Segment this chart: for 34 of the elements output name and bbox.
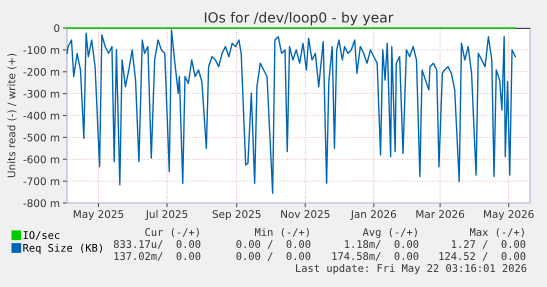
x-tick-label: Jul 2025 [145,210,188,220]
y-tick-label: -600 m [23,155,60,164]
legend-label: Req Size (KB) [23,244,102,254]
y-tick-label: -100 m [23,46,60,54]
text: Max (-/+) [470,228,524,238]
text: Last update: Fri May 22 03:16:01 2026 [296,264,526,274]
x-tick-label: Nov 2025 [281,210,330,218]
legend-label: IO/sec [24,231,60,240]
text: Avg (-/+) [362,228,417,238]
x-tick-label: May 2025 [74,210,124,220]
y-tick-label: -200 m [23,68,60,76]
line-series [66,29,516,194]
x-tick-label: Jan 2026 [350,210,396,220]
y-tick-label: -500 m [23,134,60,142]
text: 137.02m/ 0.00 [114,252,200,261]
text: 124.52 / 0.00 [439,252,526,261]
x-tick-label: Sep 2025 [212,210,261,220]
text: Min (-/+) [254,228,309,238]
text: 833.17u/ 0.00 [114,240,200,249]
y-tick-label: -300 m [23,90,60,98]
text: 174.58m/ 0.00 [332,252,418,261]
text: 0.00 / 0.00 [236,252,310,261]
x-tick-label: Mar 2026 [416,210,464,218]
x-tick-label: May 2026 [484,210,534,220]
chart-title: IOs for /dev/loop0 - by year [204,12,394,26]
y-axis-title: Units read (-) / write (+) [7,54,17,178]
y-tick-label: -800 m [23,199,60,208]
y-tick-label: 0 [54,24,60,32]
text: 1.27 / 0.00 [452,240,526,249]
text: 1.18m/ 0.00 [345,240,418,249]
text: Cur (-/+) [145,228,199,238]
text: 0.00 / 0.00 [236,240,310,249]
y-tick-label: -400 m [23,112,60,120]
y-tick-label: -700 m [23,177,60,186]
